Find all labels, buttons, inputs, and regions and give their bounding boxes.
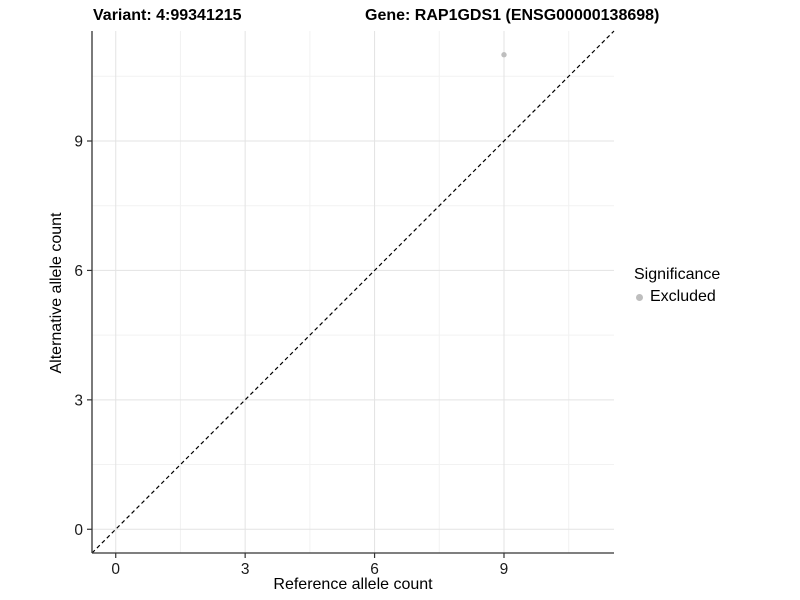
- legend-title: Significance: [634, 266, 721, 283]
- y-tick-label: 9: [74, 134, 83, 151]
- x-tick-label: 9: [500, 561, 509, 578]
- identity-reference-line: [91, 30, 615, 554]
- x-tick-label: 0: [111, 561, 120, 578]
- x-tick-label: 3: [241, 561, 250, 578]
- y-axis-label: Alternative allele count: [48, 212, 65, 374]
- excluded-point-icon: [636, 293, 643, 301]
- legend: Significance Excluded: [634, 266, 720, 306]
- variant-title: Variant: 4:99341215: [93, 7, 242, 24]
- legend-entry-excluded: Excluded: [634, 288, 720, 306]
- y-tick-label: 6: [74, 263, 83, 280]
- legend-entry-label: Excluded: [650, 288, 716, 305]
- data-point: [501, 52, 507, 58]
- y-tick-label: 0: [74, 522, 83, 539]
- y-tick-label: 3: [74, 392, 83, 409]
- x-axis-label: Reference allele count: [273, 576, 433, 593]
- x-tick-label: 6: [370, 561, 379, 578]
- gene-title: Gene: RAP1GDS1 (ENSG00000138698): [365, 7, 660, 24]
